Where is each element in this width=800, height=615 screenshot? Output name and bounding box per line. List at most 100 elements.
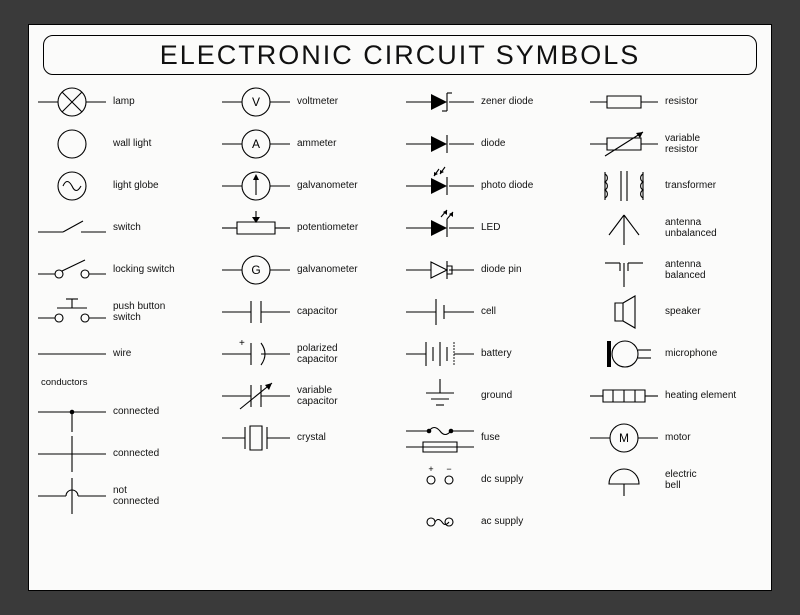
- battery-icon: [401, 333, 479, 375]
- antenna-unbalanced-icon: [585, 207, 663, 249]
- symbol-row-antenna-balanced: antennabalanced: [585, 249, 767, 291]
- label-not-connected: notconnected: [111, 485, 159, 508]
- label-wall-light: wall light: [111, 138, 151, 150]
- symbol-row-light-globe: light globe: [33, 165, 215, 207]
- motor-icon: [585, 417, 663, 459]
- symbol-row-connected-cross: connected: [33, 433, 215, 475]
- label-ground: ground: [479, 390, 512, 402]
- label-microphone: microphone: [663, 348, 717, 360]
- symbol-row-lamp: lamp: [33, 81, 215, 123]
- wall-light-icon: [33, 123, 111, 165]
- symbol-row-electric-bell: electricbell: [585, 459, 767, 501]
- push-button-switch-icon: [33, 291, 111, 333]
- ac-supply-icon: [401, 501, 479, 543]
- symbol-row-push-button-switch: push buttonswitch: [33, 291, 215, 333]
- label-push-button-switch: push buttonswitch: [111, 301, 165, 324]
- symbol-row-zener-diode: zener diode: [401, 81, 583, 123]
- label-capacitor: capacitor: [295, 306, 338, 318]
- antenna-balanced-icon: [585, 249, 663, 291]
- microphone-icon: [585, 333, 663, 375]
- ammeter-icon: [217, 123, 295, 165]
- symbol-row-connected-dot: connected: [33, 391, 215, 433]
- connected-dot-icon: [33, 391, 111, 433]
- symbol-row-cell: cell: [401, 291, 583, 333]
- symbol-row-not-connected: notconnected: [33, 475, 215, 517]
- variable-resistor-icon: [585, 123, 663, 165]
- section-header-conductors: conductors: [33, 375, 215, 391]
- symbol-row-resistor: resistor: [585, 81, 767, 123]
- symbol-row-ac-supply: ac supply: [401, 501, 583, 543]
- label-resistor: resistor: [663, 96, 698, 108]
- symbols-grid: lampwall lightlight globeswitchlocking s…: [29, 81, 771, 590]
- cell-icon: [401, 291, 479, 333]
- label-wire: wire: [111, 348, 131, 360]
- symbol-row-wire: wire: [33, 333, 215, 375]
- switch-icon: [33, 207, 111, 249]
- symbol-row-diode: diode: [401, 123, 583, 165]
- wire-icon: [33, 333, 111, 375]
- label-galvanometer-arrow: galvanometer: [295, 180, 358, 192]
- column-1: lampwall lightlight globeswitchlocking s…: [33, 81, 215, 584]
- photo-diode-icon: [401, 165, 479, 207]
- frame: ELECTRONIC CIRCUIT SYMBOLS lamp wall ligh…: [0, 0, 800, 615]
- label-photo-diode: photo diode: [479, 180, 533, 192]
- label-connected-cross: connected: [111, 448, 159, 460]
- label-speaker: speaker: [663, 306, 701, 318]
- symbol-row-led: LED: [401, 207, 583, 249]
- column-4: resistor variableresistor transformer anten…: [585, 81, 767, 584]
- label-light-globe: light globe: [111, 180, 159, 192]
- symbol-row-dc-supply: dc supply: [401, 459, 583, 501]
- light-globe-icon: [33, 165, 111, 207]
- label-battery: battery: [479, 348, 512, 360]
- label-antenna-unbalanced: antennaunbalanced: [663, 217, 717, 240]
- symbol-row-crystal: crystal: [217, 417, 399, 459]
- symbol-row-capacitor: capacitor: [217, 291, 399, 333]
- not-connected-icon: [33, 475, 111, 517]
- page: ELECTRONIC CIRCUIT SYMBOLS lamp wall ligh…: [28, 24, 772, 591]
- symbol-row-fuse: fuse: [401, 417, 583, 459]
- diode-icon: [401, 123, 479, 165]
- variable-capacitor-icon: [217, 375, 295, 417]
- polarized-capacitor-icon: [217, 333, 295, 375]
- label-heating-element: heating element: [663, 390, 736, 402]
- label-connected-dot: connected: [111, 406, 159, 418]
- capacitor-icon: [217, 291, 295, 333]
- potentiometer-icon: [217, 207, 295, 249]
- symbol-row-transformer: transformer: [585, 165, 767, 207]
- symbol-row-ground: ground: [401, 375, 583, 417]
- ground-icon: [401, 375, 479, 417]
- symbol-row-heating-element: heating element: [585, 375, 767, 417]
- symbol-row-speaker: speaker: [585, 291, 767, 333]
- led-icon: [401, 207, 479, 249]
- symbol-row-photo-diode: photo diode: [401, 165, 583, 207]
- label-diode: diode: [479, 138, 505, 150]
- label-switch: switch: [111, 222, 141, 234]
- crystal-icon: [217, 417, 295, 459]
- galvanometer-arrow-icon: [217, 165, 295, 207]
- symbol-row-polarized-capacitor: polarizedcapacitor: [217, 333, 399, 375]
- symbol-row-variable-resistor: variableresistor: [585, 123, 767, 165]
- electric-bell-icon: [585, 459, 663, 501]
- label-dc-supply: dc supply: [479, 474, 523, 486]
- diode-pin-icon: [401, 249, 479, 291]
- symbol-row-battery: battery: [401, 333, 583, 375]
- label-led: LED: [479, 222, 500, 234]
- label-ac-supply: ac supply: [479, 516, 523, 528]
- symbol-row-motor: motor: [585, 417, 767, 459]
- label-antenna-balanced: antennabalanced: [663, 259, 706, 282]
- label-motor: motor: [663, 432, 691, 444]
- zener-diode-icon: [401, 81, 479, 123]
- column-3: zener diode diode photo diode LED diode pin c…: [401, 81, 583, 584]
- voltmeter-icon: [217, 81, 295, 123]
- label-lamp: lamp: [111, 96, 135, 108]
- symbol-row-wall-light: wall light: [33, 123, 215, 165]
- label-diode-pin: diode pin: [479, 264, 522, 276]
- label-galvanometer-g: galvanometer: [295, 264, 358, 276]
- page-title: ELECTRONIC CIRCUIT SYMBOLS: [43, 35, 757, 75]
- symbol-row-microphone: microphone: [585, 333, 767, 375]
- symbol-row-galvanometer-arrow: galvanometer: [217, 165, 399, 207]
- label-transformer: transformer: [663, 180, 716, 192]
- label-electric-bell: electricbell: [663, 469, 697, 492]
- label-cell: cell: [479, 306, 496, 318]
- label-potentiometer: potentiometer: [295, 222, 358, 234]
